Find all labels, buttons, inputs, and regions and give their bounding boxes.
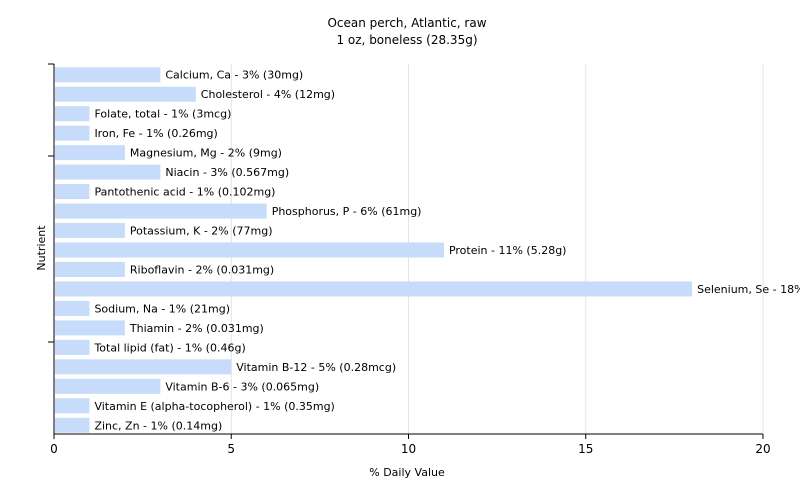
bar-label-16: Vitamin B-6 - 3% (0.065mg) (165, 380, 319, 393)
x-tick-label-15: 15 (578, 442, 593, 456)
x-axis-title: % Daily Value (369, 466, 445, 479)
bar-4 (55, 145, 125, 161)
bar-label-0: Calcium, Ca - 3% (30mg) (165, 69, 303, 82)
x-tick-label-0: 0 (50, 442, 58, 456)
bar-9 (55, 242, 444, 258)
bar-label-18: Zinc, Zn - 1% (0.14mg) (94, 419, 222, 432)
chart-subtitle: 1 oz, boneless (28.35g) (336, 33, 477, 47)
bar-labels: Calcium, Ca - 3% (30mg) Cholesterol - 4% … (93, 69, 800, 433)
bar-7 (55, 203, 267, 219)
bar-15 (55, 359, 232, 375)
y-axis-title: Nutrient (35, 225, 48, 271)
bar-2 (55, 106, 90, 122)
bar-label-2: Folate, total - 1% (3mcg) (94, 108, 231, 121)
bar-label-6: Pantothenic acid - 1% (0.102mg) (94, 186, 275, 199)
bar-5 (55, 164, 161, 180)
x-tick-label-10: 10 (401, 442, 416, 456)
bar-label-4: Magnesium, Mg - 2% (9mg) (130, 147, 282, 160)
bar-label-8: Potassium, K - 2% (77mg) (130, 225, 273, 238)
bar-label-7: Phosphorus, P - 6% (61mg) (272, 205, 422, 218)
bar-label-15: Vitamin B-12 - 5% (0.28mcg) (236, 361, 396, 374)
bar-label-17: Vitamin E (alpha-tocopherol) - 1% (0.35m… (94, 400, 334, 413)
x-ticks: 0 5 10 15 20 (50, 434, 771, 456)
bar-label-5: Niacin - 3% (0.567mg) (165, 166, 289, 179)
bar-11 (55, 281, 693, 297)
bar-10 (55, 261, 125, 277)
bar-label-1: Cholesterol - 4% (12mg) (201, 88, 335, 101)
x-tick-label-20: 20 (755, 442, 770, 456)
bar-17 (55, 398, 90, 414)
bar-1 (55, 86, 196, 102)
bar-label-13: Thiamin - 2% (0.031mg) (129, 322, 264, 335)
bar-label-10: Riboflavin - 2% (0.031mg) (130, 263, 274, 276)
bar-label-3: Iron, Fe - 1% (0.26mg) (94, 127, 217, 140)
x-tick-label-5: 5 (227, 442, 235, 456)
bar-3 (55, 125, 90, 141)
bar-0 (55, 67, 161, 83)
bar-13 (55, 320, 125, 336)
bar-6 (55, 184, 90, 200)
bar-12 (55, 300, 90, 316)
bar-label-14: Total lipid (fat) - 1% (0.46g) (93, 341, 245, 354)
bar-8 (55, 223, 125, 239)
bar-18 (55, 417, 90, 433)
bar-label-9: Protein - 11% (5.28g) (449, 244, 567, 257)
bar-16 (55, 378, 161, 394)
chart-title: Ocean perch, Atlantic, raw (327, 16, 486, 30)
bar-label-11: Selenium, Se - 18% (12.3mcg) (697, 283, 800, 296)
bar-14 (55, 339, 90, 355)
bar-label-12: Sodium, Na - 1% (21mg) (94, 302, 230, 315)
bars (55, 67, 693, 433)
